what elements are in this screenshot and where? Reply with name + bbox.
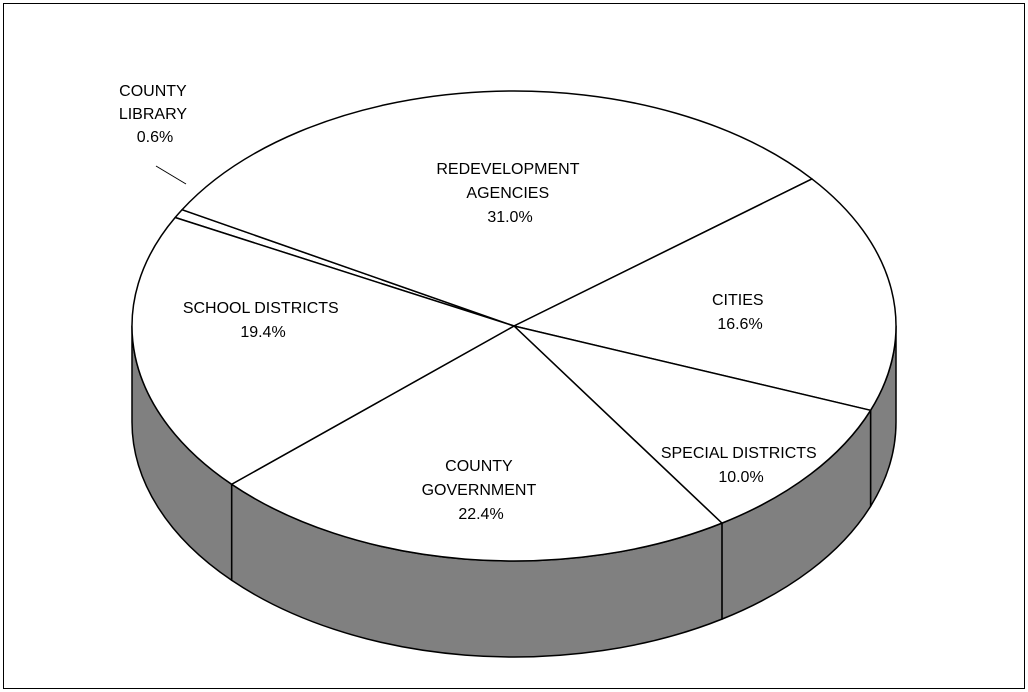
- pie-top-layer: [131, 90, 897, 562]
- pie-label-layer: COUNTY LIBRARY 0.6% REDEVELOPMENT AGENCI…: [119, 83, 821, 523]
- chart-frame: COUNTY LIBRARY 0.6% REDEVELOPMENT AGENCI…: [3, 3, 1025, 689]
- pie-slice-special-districts: [513, 325, 872, 524]
- pie-slice-redevelopment-agencies: [181, 90, 813, 327]
- slice-label-school-districts: SCHOOL DISTRICTS 19.4%: [183, 300, 343, 341]
- pie-slice-cities: [513, 178, 897, 412]
- slice-label-county-library: COUNTY LIBRARY 0.6%: [119, 83, 191, 146]
- pie-chart: COUNTY LIBRARY 0.6% REDEVELOPMENT AGENCI…: [119, 83, 897, 658]
- pie-slice-school-districts: [131, 216, 515, 486]
- slice-label-cities: CITIES 16.6%: [712, 292, 768, 333]
- callout-line-county-library: [155, 165, 187, 185]
- slice-label-county-government: COUNTY GOVERNMENT 22.4%: [422, 458, 541, 523]
- slice-label-redevelopment-agencies: REDEVELOPMENT AGENCIES 31.0%: [436, 161, 583, 226]
- slice-label-special-districts: SPECIAL DISTRICTS 10.0%: [661, 445, 821, 486]
- pie-slice-county-government: [230, 325, 723, 562]
